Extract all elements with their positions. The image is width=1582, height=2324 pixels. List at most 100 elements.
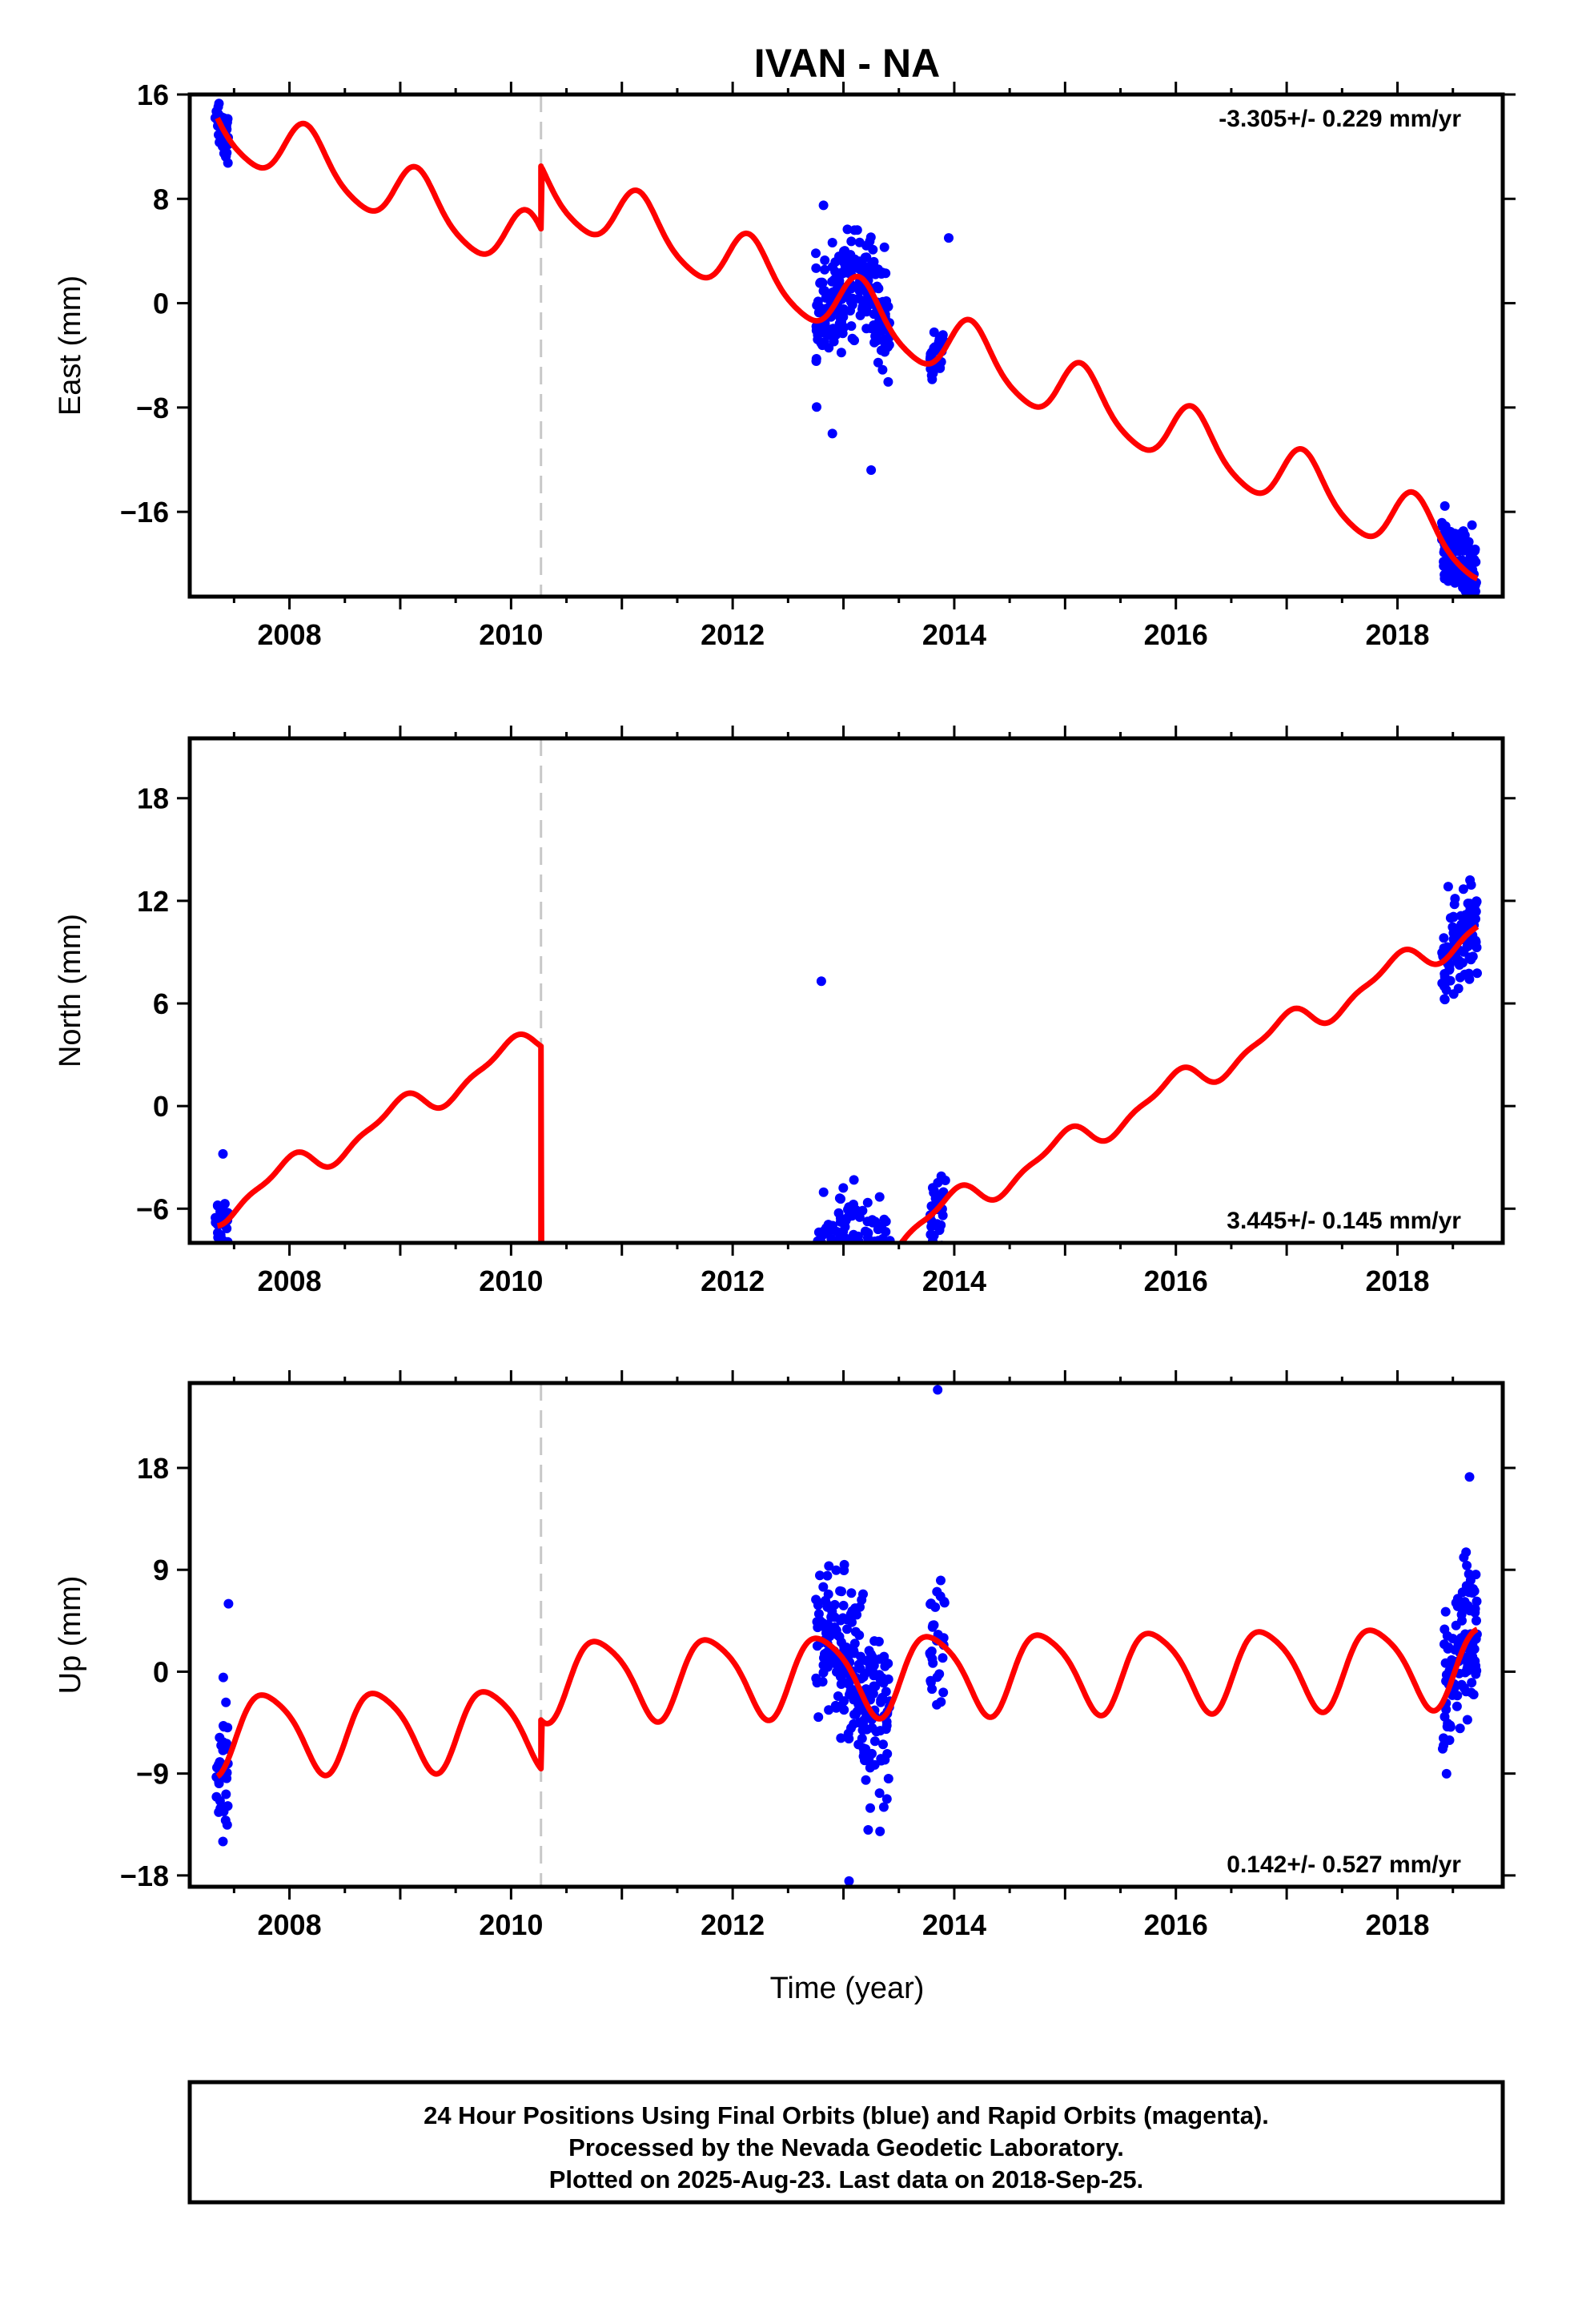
east-y-tick-label: 8 [153, 183, 169, 215]
up-x-tick-label: 2014 [922, 1908, 986, 1941]
east-data-point [815, 303, 825, 313]
east-frame [187, 92, 1505, 599]
north-data-point [829, 1244, 838, 1253]
east-data-point [849, 225, 860, 235]
up-data-point [1455, 1723, 1465, 1734]
east-data-point [848, 293, 858, 304]
north-x-tick-label: 2014 [922, 1265, 986, 1297]
north-data-point [817, 1230, 828, 1240]
north-data-point [869, 1248, 878, 1258]
north-data-point [874, 1192, 885, 1202]
up-y-tick-label: 9 [153, 1554, 169, 1586]
up-data-point [835, 1586, 845, 1596]
up-data-point [861, 1775, 871, 1785]
north-data-point [848, 1265, 857, 1275]
east-data-point [1445, 526, 1456, 537]
north-x-tick-label: 2012 [701, 1265, 765, 1297]
up-x-tick-label: 2018 [1365, 1908, 1429, 1941]
east-y-axis-label: East (mm) [54, 275, 87, 416]
up-data-point [836, 1679, 846, 1689]
up-data-point [1441, 1768, 1452, 1779]
east-data-point [1465, 613, 1475, 623]
north-data-point [811, 1319, 821, 1329]
up-frame [187, 1381, 1505, 1889]
up-data-point [864, 1646, 874, 1656]
north-data-point [845, 1265, 855, 1274]
east-y-tick-label: −16 [120, 496, 169, 529]
east-data-point [846, 236, 857, 247]
east-data-point [1465, 579, 1476, 589]
north-data-point [851, 1205, 861, 1215]
up-data-point [938, 1653, 948, 1663]
north-data-point [876, 1322, 885, 1332]
up-data-point [880, 1661, 890, 1671]
north-data-point [816, 1255, 825, 1265]
north-data-point [1464, 968, 1474, 979]
up-data-point [936, 1697, 946, 1707]
east-data-point [859, 261, 869, 271]
east-data-point [817, 338, 827, 348]
north-data-point [863, 1228, 873, 1238]
north-data-point [818, 1301, 828, 1310]
up-x-tick-label: 2016 [1144, 1908, 1208, 1941]
up-data-point [813, 1712, 824, 1723]
north-data-point [865, 1309, 874, 1319]
east-data-point [1465, 552, 1476, 562]
north-data-point [849, 1265, 859, 1274]
north-data-point [1453, 983, 1464, 994]
up-data-point [1439, 1639, 1449, 1650]
east-data-point [827, 428, 837, 439]
north-data-point [851, 1253, 861, 1263]
up-data-point [881, 1794, 892, 1804]
north-data-point [865, 1280, 875, 1289]
north-data-point [845, 1265, 855, 1275]
east-data-point [842, 224, 853, 235]
east-data-point [818, 200, 829, 211]
east-data-point [1453, 546, 1464, 557]
east-data-point [820, 264, 829, 275]
up-x-tick-label: 2008 [258, 1908, 322, 1941]
east-data-point [211, 107, 222, 117]
up-y-tick-label: −18 [120, 1860, 169, 1892]
north-data-point [872, 1252, 881, 1261]
north-data-point [833, 1244, 843, 1254]
north-data-point [823, 1278, 833, 1288]
north-data-point [821, 1272, 830, 1281]
north-data-point [830, 1281, 840, 1291]
north-data-point [855, 1294, 865, 1304]
north-data-point [818, 1187, 829, 1197]
east-data-point [881, 268, 891, 279]
north-data-point [855, 1314, 865, 1324]
up-data-point [1438, 1743, 1447, 1754]
up-data-point [855, 1602, 865, 1612]
north-data-point [813, 1312, 822, 1321]
north-data-point [827, 1252, 837, 1262]
north-x-tick-label: 2010 [479, 1265, 543, 1297]
north-data-point [851, 1286, 861, 1296]
up-data-point [1441, 1704, 1452, 1715]
up-data-point [858, 1743, 869, 1753]
east-data-point [1437, 521, 1447, 532]
north-data-point [814, 1279, 824, 1289]
north-data-point [820, 1249, 829, 1259]
north-data-point [838, 1183, 849, 1193]
north-y-tick-label: −6 [136, 1192, 169, 1225]
up-data-point [1439, 1733, 1448, 1743]
east-data-point [824, 343, 834, 353]
north-data-point [836, 1194, 845, 1204]
north-frame [187, 736, 1505, 1245]
north-data-point [820, 1252, 829, 1261]
north-data-point [877, 1233, 888, 1243]
up-data-point [833, 1691, 843, 1701]
up-data-point [824, 1561, 834, 1571]
east-data-point [1466, 544, 1476, 554]
east-plot-area [210, 94, 1481, 623]
north-data-point [860, 1255, 869, 1265]
up-data-point [869, 1669, 879, 1679]
east-data-point [858, 305, 868, 316]
north-data-point [845, 1266, 855, 1276]
north-data-point [877, 1256, 887, 1265]
up-data-point [847, 1617, 857, 1627]
north-data-point [1449, 899, 1460, 910]
north-data-point [840, 1254, 849, 1264]
